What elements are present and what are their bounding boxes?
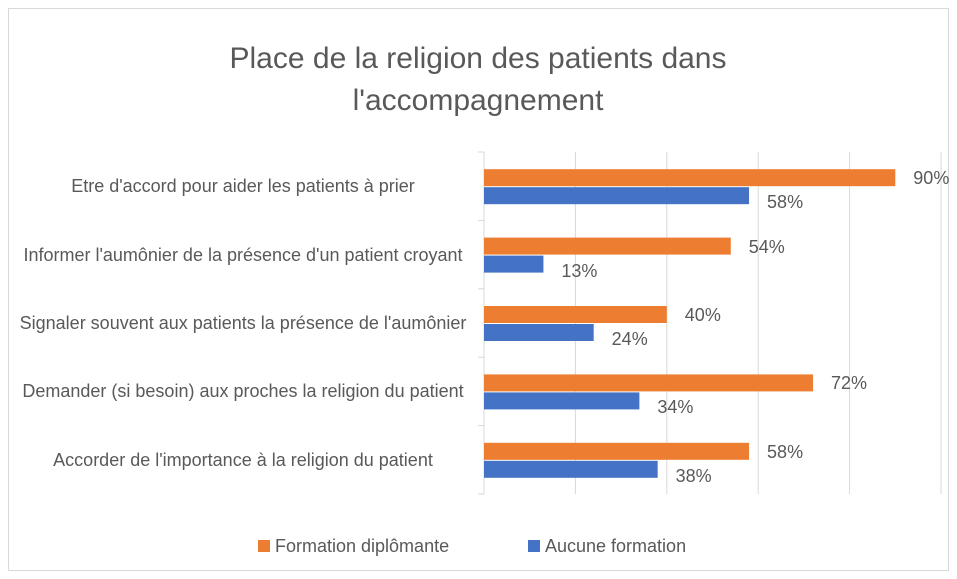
- value-label: 24%: [611, 329, 648, 349]
- bar: [484, 255, 544, 273]
- value-label: 34%: [657, 397, 694, 418]
- category-label: Informer l'aumônier de la présence d'un …: [23, 244, 463, 265]
- category-label: Demander (si besoin) aux proches la reli…: [22, 381, 464, 402]
- category-label: Accorder de l'importance à la religion d…: [53, 449, 433, 470]
- value-label: 54%: [748, 236, 785, 257]
- bar: [484, 460, 658, 478]
- category-label: Signaler souvent aux patients la présenc…: [19, 313, 467, 333]
- category-label: Etre d'accord pour aider les patients à …: [71, 176, 415, 197]
- value-label: 58%: [767, 192, 804, 213]
- value-label: 38%: [675, 465, 712, 486]
- bar: [484, 374, 814, 392]
- legend-swatch: [258, 540, 270, 552]
- legend-label: Formation diplômante: [275, 536, 450, 556]
- bar: [484, 237, 731, 255]
- value-label: 72%: [831, 373, 868, 394]
- bar: [484, 392, 640, 410]
- bar: [484, 324, 594, 341]
- bar: [484, 306, 667, 323]
- value-label: 90%: [913, 168, 950, 189]
- value-label: 58%: [767, 441, 804, 462]
- value-label: 13%: [561, 260, 598, 281]
- bar: [484, 169, 896, 187]
- legend-swatch: [528, 540, 540, 552]
- bar: [484, 187, 750, 205]
- bar: [484, 442, 750, 460]
- chart-border: [8, 8, 949, 571]
- value-label: 40%: [684, 305, 721, 325]
- legend-label: Aucune formation: [545, 536, 687, 556]
- chart-title: Place de la religion des patients dans l…: [229, 42, 727, 117]
